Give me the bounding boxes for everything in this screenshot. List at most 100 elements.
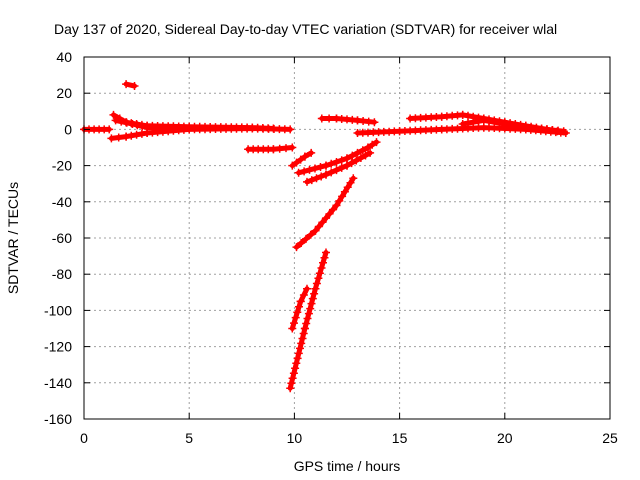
x-tick-label: 10	[287, 430, 303, 446]
y-axis-title: SDTVAR / TECUs	[5, 182, 21, 294]
y-tick-label: 20	[56, 85, 72, 101]
data-point	[343, 154, 351, 163]
data-point	[372, 138, 381, 147]
chart-title: Day 137 of 2020, Sidereal Day-to-day VTE…	[54, 21, 557, 37]
data-point	[306, 304, 315, 313]
data-series-arc-7	[288, 148, 316, 170]
data-point	[337, 156, 346, 165]
data-point	[269, 124, 278, 133]
y-tick-label: 0	[64, 121, 72, 137]
data-point	[130, 82, 139, 90]
data-point	[329, 205, 337, 214]
x-tick-label: 0	[80, 430, 88, 446]
x-tick-label: 5	[185, 430, 193, 446]
data-point	[292, 158, 301, 167]
data-series-arc-16	[458, 116, 568, 136]
data-point	[287, 379, 296, 388]
data-point	[343, 183, 352, 192]
data-point	[122, 118, 131, 127]
data-point	[312, 279, 321, 288]
data-point	[317, 264, 326, 272]
data-point	[133, 121, 142, 130]
data-point	[349, 174, 358, 183]
data-point	[302, 234, 310, 243]
data-point	[288, 374, 297, 383]
data-point	[368, 140, 377, 149]
data-point	[490, 118, 499, 127]
y-tick-label: -40	[52, 194, 72, 210]
data-point	[474, 117, 483, 126]
data-point	[290, 319, 298, 328]
grid	[84, 57, 610, 419]
data-point	[361, 151, 370, 160]
data-point	[506, 120, 515, 129]
data-point	[127, 131, 136, 140]
data-point	[286, 125, 295, 134]
y-tick-label: -20	[52, 158, 72, 174]
data-point	[346, 178, 355, 187]
y-tick-label: -60	[52, 230, 72, 246]
data-point	[111, 116, 120, 125]
x-tick-label: 15	[392, 430, 408, 446]
data-point	[332, 166, 341, 175]
data-point	[300, 167, 309, 176]
data-point	[117, 117, 126, 126]
data-point	[296, 155, 305, 164]
axis-ticks: 0 5 10 15 20 25 40 20 0 -20 -40 -60 -80 -100 -120 -140 -…	[44, 49, 618, 446]
y-tick-label: 40	[56, 49, 72, 65]
data-point	[469, 118, 478, 127]
data-point	[364, 143, 372, 152]
data-point	[286, 384, 295, 393]
data-point	[138, 122, 147, 131]
data-point	[516, 122, 525, 131]
data-series-arc-11	[294, 138, 381, 177]
data-point	[298, 334, 307, 343]
data-point	[495, 119, 504, 128]
data-point	[105, 125, 114, 134]
data-series-arc-13	[317, 114, 379, 127]
y-tick-label: -120	[44, 339, 72, 355]
data-point	[107, 134, 116, 143]
data-point	[306, 230, 315, 239]
data-point	[288, 143, 297, 152]
data-point	[300, 152, 309, 161]
data-series-arc-12	[303, 148, 375, 186]
data-point	[353, 148, 362, 157]
data-point	[315, 269, 324, 278]
data-point	[366, 148, 375, 157]
data-point	[297, 239, 306, 247]
data-point	[132, 130, 141, 139]
data-point	[335, 196, 344, 205]
data-point	[303, 177, 311, 186]
data-point	[308, 294, 317, 303]
data-point	[318, 218, 327, 227]
data-point	[338, 192, 347, 201]
data-point	[485, 117, 493, 126]
data-point	[288, 161, 297, 170]
data-point	[370, 118, 379, 127]
plot-frame	[83, 56, 611, 420]
data-point	[293, 308, 302, 317]
data-series-arc-4	[111, 116, 183, 132]
data-point	[303, 314, 312, 323]
data-point	[319, 258, 327, 267]
data-point	[122, 80, 131, 89]
data-point	[325, 209, 334, 218]
data-series-arc-6	[244, 143, 297, 154]
data-point	[297, 339, 306, 348]
data-point	[317, 172, 326, 181]
data-point	[479, 116, 488, 125]
data-point	[322, 170, 330, 179]
data-point	[299, 291, 308, 299]
data-point	[311, 164, 319, 173]
data-series-arc-9	[286, 248, 330, 393]
data-point	[511, 121, 520, 130]
data-layer	[80, 80, 570, 393]
data-point	[314, 222, 323, 231]
data-point	[322, 214, 330, 223]
data-point	[358, 146, 367, 155]
data-point	[304, 309, 313, 318]
data-point	[128, 120, 137, 128]
